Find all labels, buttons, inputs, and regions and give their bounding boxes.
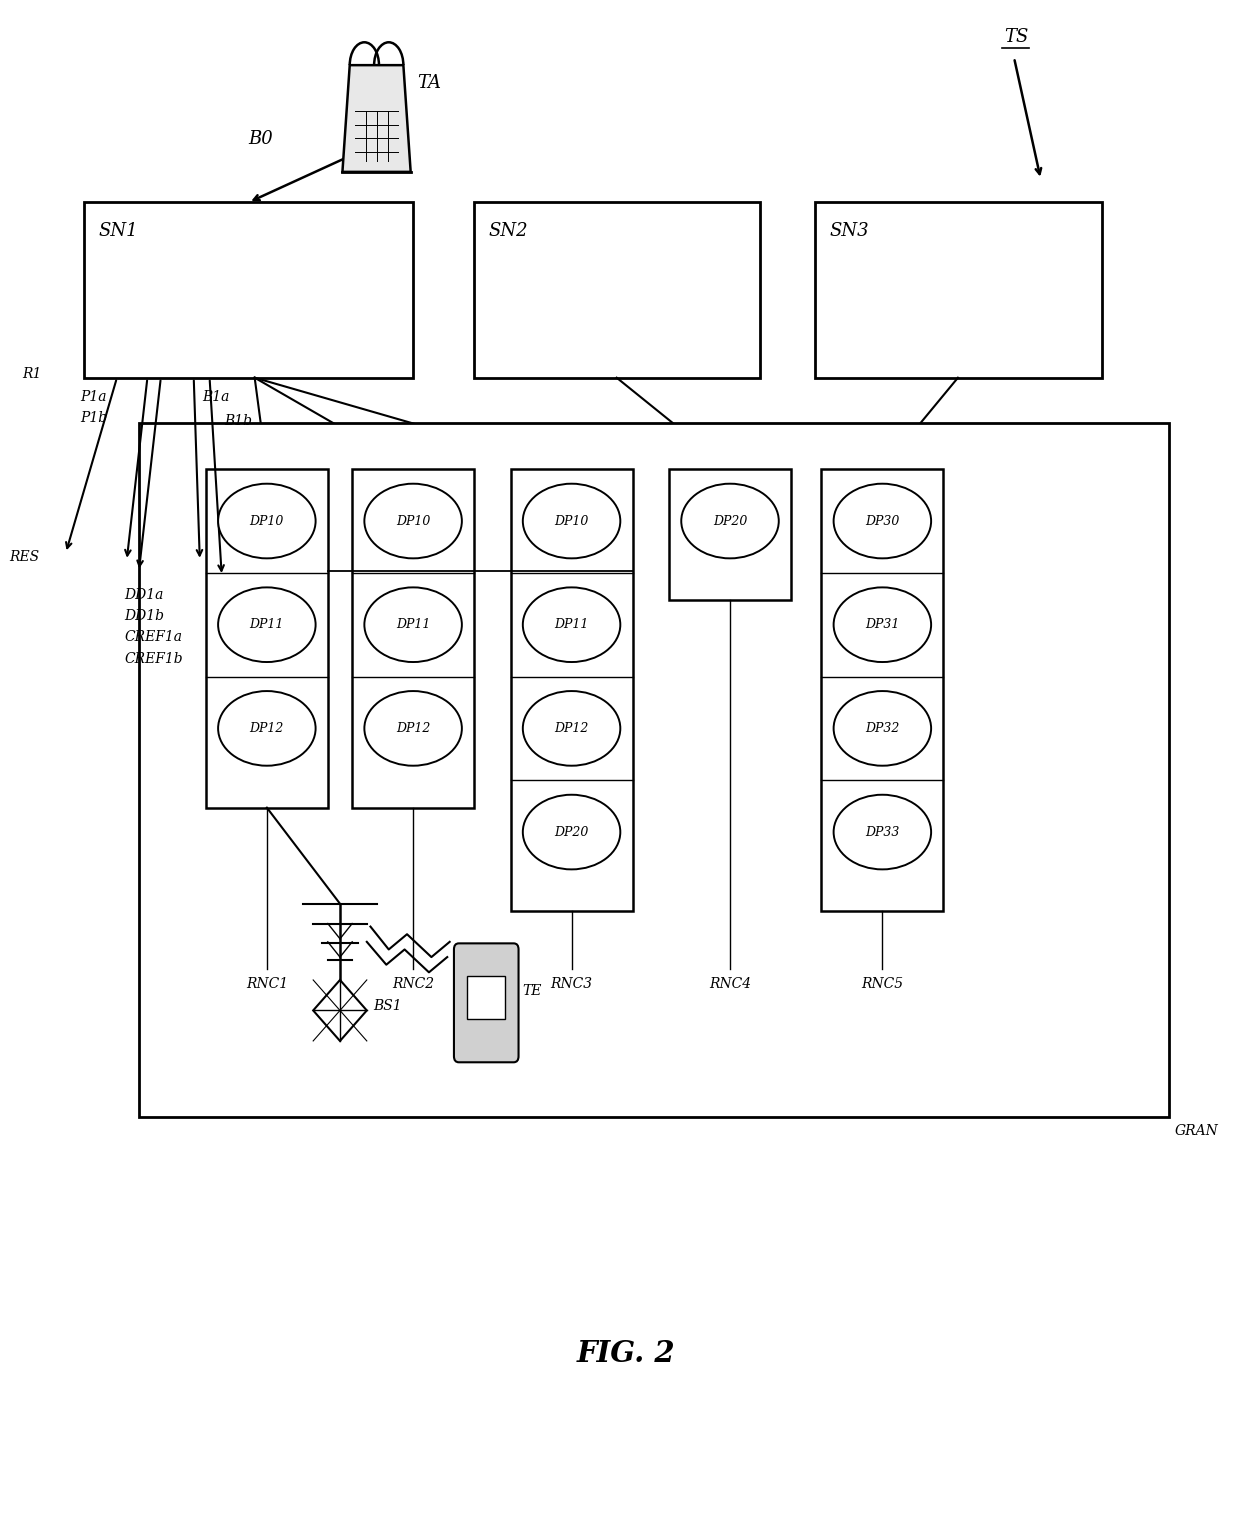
- Text: DP20: DP20: [554, 826, 589, 839]
- Text: B1a: B1a: [202, 389, 229, 403]
- Text: P1a: P1a: [81, 389, 107, 403]
- Ellipse shape: [523, 691, 620, 765]
- Bar: [467, 977, 505, 1019]
- Ellipse shape: [218, 484, 316, 558]
- Text: CREF1a: CREF1a: [124, 630, 182, 644]
- Bar: [670, 469, 791, 601]
- Text: BS1: BS1: [373, 1000, 402, 1013]
- Bar: [84, 202, 413, 377]
- Bar: [352, 469, 474, 808]
- Text: P1b: P1b: [81, 411, 107, 425]
- Text: RES: RES: [9, 550, 38, 564]
- Bar: [816, 202, 1102, 377]
- Ellipse shape: [523, 587, 620, 662]
- Ellipse shape: [365, 587, 461, 662]
- Ellipse shape: [218, 691, 316, 765]
- Bar: [139, 423, 1169, 1118]
- Bar: [821, 469, 944, 911]
- Text: TS: TS: [1004, 28, 1029, 46]
- Text: DP11: DP11: [554, 618, 589, 632]
- Bar: [206, 469, 327, 808]
- Text: DD1b: DD1b: [124, 609, 164, 622]
- Text: DD1a: DD1a: [124, 587, 164, 602]
- Text: B0: B0: [248, 130, 273, 149]
- Text: GRAN: GRAN: [1174, 1125, 1219, 1139]
- Ellipse shape: [365, 484, 461, 558]
- Text: RNC3: RNC3: [551, 977, 593, 990]
- Text: FIG. 2: FIG. 2: [577, 1338, 676, 1367]
- Ellipse shape: [833, 587, 931, 662]
- Text: TE: TE: [523, 984, 542, 998]
- Text: SN3: SN3: [830, 222, 869, 241]
- Ellipse shape: [833, 794, 931, 869]
- Text: RNC1: RNC1: [246, 977, 288, 990]
- Text: DP30: DP30: [866, 515, 899, 527]
- Text: DP33: DP33: [866, 826, 899, 839]
- Text: RNC4: RNC4: [709, 977, 751, 990]
- Text: RNC2: RNC2: [392, 977, 434, 990]
- Text: DP32: DP32: [866, 722, 899, 734]
- Text: DP31: DP31: [866, 618, 899, 632]
- Text: SN2: SN2: [489, 222, 528, 241]
- Text: DP10: DP10: [396, 515, 430, 527]
- Ellipse shape: [365, 691, 461, 765]
- Text: DP12: DP12: [249, 722, 284, 734]
- Text: CREF1b: CREF1b: [124, 652, 182, 665]
- Text: TA: TA: [417, 74, 440, 92]
- Ellipse shape: [523, 794, 620, 869]
- Text: DP10: DP10: [249, 515, 284, 527]
- Ellipse shape: [218, 587, 316, 662]
- Ellipse shape: [681, 484, 779, 558]
- Text: SN1: SN1: [99, 222, 139, 241]
- Text: B1b: B1b: [224, 414, 252, 428]
- Text: DP10: DP10: [554, 515, 589, 527]
- Text: DP12: DP12: [554, 722, 589, 734]
- Ellipse shape: [833, 691, 931, 765]
- Polygon shape: [342, 66, 410, 172]
- Text: R1: R1: [22, 366, 41, 380]
- Bar: [511, 469, 632, 911]
- FancyBboxPatch shape: [454, 943, 518, 1062]
- Ellipse shape: [523, 484, 620, 558]
- Ellipse shape: [833, 484, 931, 558]
- Text: DP12: DP12: [396, 722, 430, 734]
- Text: DP11: DP11: [396, 618, 430, 632]
- Bar: [474, 202, 760, 377]
- Text: RNC5: RNC5: [862, 977, 904, 990]
- Text: DP20: DP20: [713, 515, 748, 527]
- Text: DP11: DP11: [249, 618, 284, 632]
